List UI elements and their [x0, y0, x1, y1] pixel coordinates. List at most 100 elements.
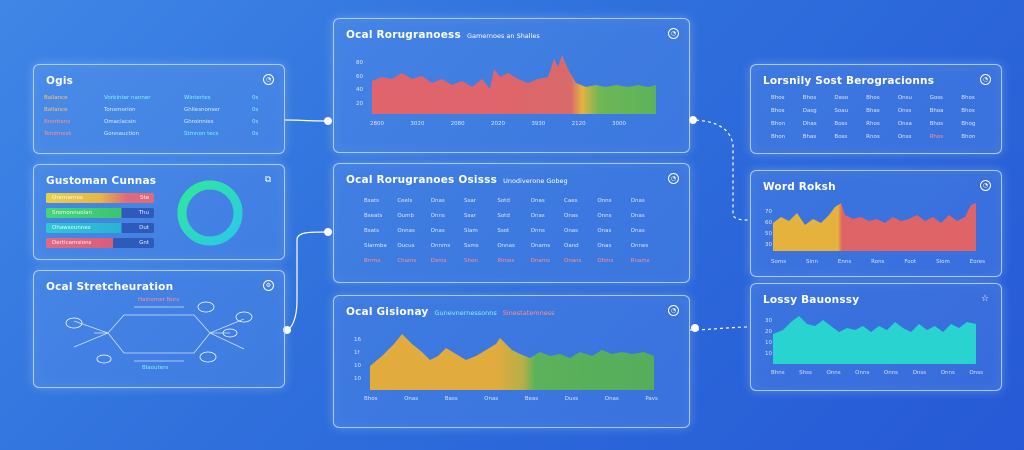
table-cell: Ssms [463, 243, 479, 249]
y-tick-label: 10 [354, 376, 361, 382]
x-tick-label: 2080 [450, 121, 465, 127]
panel-overview: Ogis ◔ Ballance Vorbinter nanner Wintert… [33, 64, 285, 154]
x-tick-label: Onns [940, 370, 955, 376]
y-axis-labels: 70 60 50 30 [765, 207, 772, 251]
table-cell: Onns [430, 213, 445, 219]
table-cell: Onss [897, 108, 912, 114]
table-cell: Caes [563, 198, 578, 204]
table-cell: Rhos [929, 134, 944, 140]
table-cell: Wintertes [184, 95, 211, 101]
table-cell: Onans [563, 258, 582, 264]
table-cell: Bsats [364, 198, 380, 204]
y-tick-label: 20 [356, 100, 363, 107]
gauge-icon[interactable]: ◔ [980, 180, 991, 191]
x-tick-label: 3930 [531, 121, 546, 127]
area-chart [370, 334, 654, 390]
x-tick-label: 3000 [611, 121, 626, 127]
x-tick-label: Soms [771, 259, 787, 265]
table-cell: Onams [530, 243, 551, 249]
gauge-icon[interactable]: ◔ [668, 173, 679, 184]
table-cell: Bhon [771, 121, 786, 127]
y-tick-label: 80 [356, 60, 363, 66]
table-cell: Onas [597, 243, 612, 249]
table-cell: Oucus [397, 243, 415, 249]
table-cell: Bhos [866, 95, 880, 101]
x-tick-label: Sinn [806, 259, 818, 265]
y-axis-labels: 80 60 40 20 [356, 57, 363, 111]
gauge-icon[interactable]: ◔ [980, 74, 991, 85]
y-tick-label: 1f [354, 350, 360, 356]
panel-title-text: Ocal Rorugranoes Osisss [346, 174, 498, 186]
table-cell: Ballance [44, 107, 68, 113]
x-axis-labels: 2800 3020 2080 2020 3930 2120 3000 [370, 121, 626, 127]
settings-icon[interactable]: ⚙ [263, 280, 274, 291]
panel-history-chart: Ocal Gisionay Gunevnernessonns Sinestatemn… [333, 295, 690, 428]
table-cell: Brrms [364, 258, 381, 264]
table-cell: Ssar [463, 198, 476, 204]
bar-value: Thu [138, 210, 149, 216]
table-cell: Onns [597, 213, 612, 219]
table-cell: Boss [834, 121, 848, 127]
bar-label: Derticamsions [52, 240, 92, 246]
table-cell: Onsu [897, 95, 913, 101]
table-cell: Onnas [497, 243, 515, 249]
panel-word-chart: Word Roksh ◔ 70 60 50 30 Soms Sinn Enns … [750, 170, 1002, 277]
panel-title: Lorsnily Sost Berogracionns [763, 75, 935, 87]
table-cell: Onsa [897, 121, 912, 127]
table-cell: Onas [563, 213, 579, 219]
table-cell: 0s [252, 107, 259, 113]
panel-subtitle-secondary: Sinestatemness [502, 309, 555, 317]
x-tick-label: Bhns [771, 370, 785, 376]
structure-bottom-label: Blaouters [142, 365, 169, 371]
gauge-icon[interactable]: ◔ [668, 28, 679, 39]
y-tick-label: 30 [765, 318, 772, 324]
table-cell: Onas [597, 228, 612, 234]
y-axis-labels: 30 20 10 10 [765, 316, 772, 360]
gauge-icon[interactable]: ◔ [263, 74, 274, 85]
table-cell: Sotd [497, 213, 510, 219]
x-axis-labels: Bhns Shss Onns Onns Onns Onss Onns Onss [771, 370, 983, 376]
panel-title: Ocal Rorugranoes Osisss Unodiverone Gobeg [346, 174, 568, 186]
x-axis-labels: Bhos Onas Bass Onas Beas Duss Onas Pavs [364, 396, 658, 402]
table-cell: Dnams [530, 258, 550, 264]
gauge-icon[interactable]: ◔ [668, 305, 679, 316]
y-axis-labels: 16 1f 10 10 [354, 334, 361, 386]
area-chart [372, 55, 656, 114]
table-cell: Onas [630, 228, 645, 234]
table-cell: 0s [252, 95, 259, 101]
x-tick-label: 2800 [370, 121, 384, 127]
x-tick-label: Pavs [645, 396, 658, 402]
y-tick-label: 60 [765, 220, 772, 226]
table-cell: Bhas [802, 134, 817, 140]
summary-table: Bhos Bhos Daso Bhos Onsu Goss Bhos Bhos … [771, 95, 993, 140]
sitemap-icon[interactable]: ⧉ [264, 175, 272, 185]
table-cell: Bhoa [929, 108, 944, 114]
table-cell: Onas [430, 228, 445, 234]
table-cell: Bhos [771, 95, 785, 101]
table-cell: Tonsmorion [104, 107, 136, 113]
table-cell: Ssar [463, 213, 476, 219]
y-tick-label: 70 [765, 209, 772, 215]
table-cell: Onas [430, 198, 445, 204]
y-tick-label: 10 [765, 351, 772, 357]
table-cell: Ceels [397, 198, 413, 204]
x-tick-label: Onas [604, 396, 619, 402]
network-diagram [65, 301, 253, 364]
table-cell: Bhon [961, 134, 976, 140]
table-cell: Ghroinnies [184, 119, 214, 125]
x-tick-label: Onas [484, 396, 499, 402]
bar-label: Ohawsounnes [52, 225, 91, 231]
x-tick-label: Rons [871, 259, 885, 265]
panel-title: Gustoman Cunnas [46, 175, 157, 187]
x-tick-label: Enns [837, 259, 852, 265]
table-cell: Chams [397, 258, 417, 264]
x-tick-label: Foot [904, 259, 917, 265]
panel-progress-table: Ocal Rorugranoes Osisss Unodiverone Gobeg… [333, 163, 690, 283]
table-cell: 0s [252, 131, 259, 137]
panel-progress-chart: Ocal Rorugranoess Gamernoes an Shalles ◔ … [333, 18, 690, 153]
panel-title: Ocal Gisionay Gunevnernessonns Sinestatemn… [346, 306, 555, 318]
x-tick-label: 2120 [571, 121, 586, 127]
table-cell: Boss [834, 134, 848, 140]
bar-row: Sromonnuolan Thu [46, 208, 154, 218]
star-icon[interactable]: ☆ [980, 294, 990, 304]
